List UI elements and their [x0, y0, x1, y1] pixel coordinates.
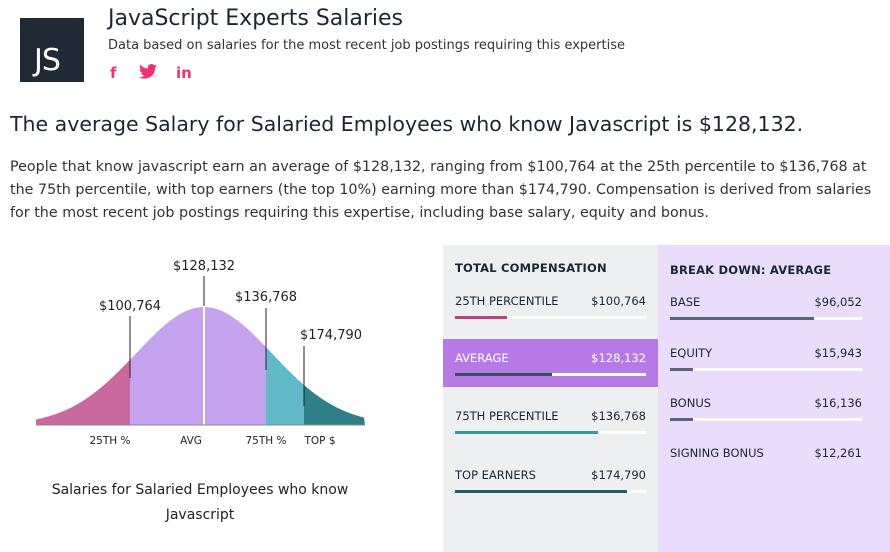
salary-description: People that know javascript earn an aver…	[10, 159, 872, 221]
breakdown-heading: BREAK DOWN: AVERAGE	[670, 263, 832, 277]
curve-caption: Salaries for Salaried Employees who know…	[51, 482, 349, 523]
logo-text: JS	[34, 43, 61, 78]
axis-label-25th: 25TH %	[90, 435, 131, 447]
curve-segment-top	[304, 307, 365, 425]
page-title: JavaScript Experts Salaries	[108, 6, 404, 31]
breakdown-bar-fill	[670, 368, 694, 371]
comp-bar-fill	[455, 373, 553, 376]
comp-value: $128,132	[591, 351, 646, 365]
comp-bar-track	[455, 316, 646, 319]
breakdown-bar-track	[670, 317, 862, 320]
comp-row-75th[interactable]: 75TH PERCENTILE $136,768	[443, 403, 658, 449]
value-label-top: $174,790	[300, 328, 362, 343]
comp-row-25th[interactable]: 25TH PERCENTILE $100,764	[443, 287, 658, 333]
breakdown-label: SIGNING BONUS	[670, 446, 764, 460]
breakdown-value: $15,943	[814, 346, 862, 360]
axis-label-avg: AVG	[180, 435, 202, 447]
axis-label-top: TOP $	[303, 435, 335, 447]
breakdown-bar-track	[670, 418, 862, 421]
comp-bar-fill	[455, 316, 507, 319]
comp-value: $136,768	[591, 409, 646, 423]
comp-bar-track	[455, 431, 646, 434]
curve-segment-75th	[266, 307, 304, 425]
breakdown-row-bonus: BONUS $16,136	[658, 394, 890, 434]
average-salary-headline: The average Salary for Salaried Employee…	[10, 112, 804, 136]
page-subtitle: Data based on salaries for the most rece…	[108, 38, 625, 53]
comp-bar-fill	[455, 490, 627, 493]
value-label-75th: $136,768	[235, 290, 297, 305]
breakdown-row-signing-bonus: SIGNING BONUS $12,261	[658, 444, 890, 474]
curve-segment-25th	[36, 307, 130, 425]
twitter-icon[interactable]	[139, 64, 157, 83]
comp-row-top-earners[interactable]: TOP EARNERS $174,790	[443, 461, 658, 507]
breakdown-bar-track	[670, 368, 862, 371]
breakdown-panel: BREAK DOWN: AVERAGE BASE $96,052 EQUITY …	[658, 245, 890, 552]
value-label-avg: $128,132	[173, 259, 235, 274]
breakdown-label: BONUS	[670, 396, 712, 410]
curve-segment-avg	[130, 307, 266, 425]
comp-value: $174,790	[591, 468, 646, 482]
linkedin-icon[interactable]: in	[176, 64, 192, 82]
salary-distribution-curve: $100,764 $128,132 $136,768 $174,790 25TH…	[36, 259, 365, 447]
comp-value: $100,764	[591, 294, 646, 308]
total-compensation-heading: TOTAL COMPENSATION	[455, 261, 607, 275]
comp-bar-fill	[455, 431, 599, 434]
breakdown-bar-fill	[670, 418, 694, 421]
comp-label: AVERAGE	[455, 351, 509, 365]
breakdown-label: BASE	[670, 295, 701, 309]
total-compensation-panel: TOTAL COMPENSATION 25TH PERCENTILE $100,…	[443, 245, 658, 552]
twitter-bird-icon	[139, 64, 157, 79]
comp-label: TOP EARNERS	[455, 468, 536, 482]
js-logo: JS	[20, 18, 84, 82]
breakdown-value: $96,052	[814, 295, 862, 309]
facebook-icon[interactable]: f	[110, 64, 117, 82]
breakdown-row-equity: EQUITY $15,943	[658, 344, 890, 384]
breakdown-bar-fill	[670, 317, 814, 320]
comp-label: 75TH PERCENTILE	[455, 409, 559, 423]
breakdown-row-base: BASE $96,052	[658, 293, 890, 333]
breakdown-value: $12,261	[814, 446, 862, 460]
axis-label-75th: 75TH %	[246, 435, 287, 447]
value-label-25th: $100,764	[99, 299, 161, 314]
breakdown-value: $16,136	[814, 396, 862, 410]
comp-row-average[interactable]: AVERAGE $128,132	[443, 339, 658, 387]
breakdown-label: EQUITY	[670, 346, 713, 360]
comp-label: 25TH PERCENTILE	[455, 294, 559, 308]
comp-bar-track	[455, 490, 646, 493]
comp-bar-track	[455, 373, 646, 376]
